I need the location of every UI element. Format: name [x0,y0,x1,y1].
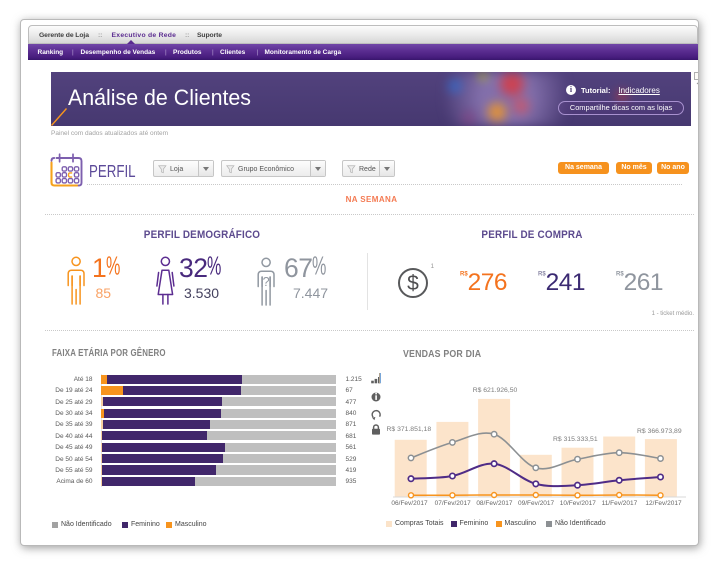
svg-text:?: ? [263,275,270,289]
